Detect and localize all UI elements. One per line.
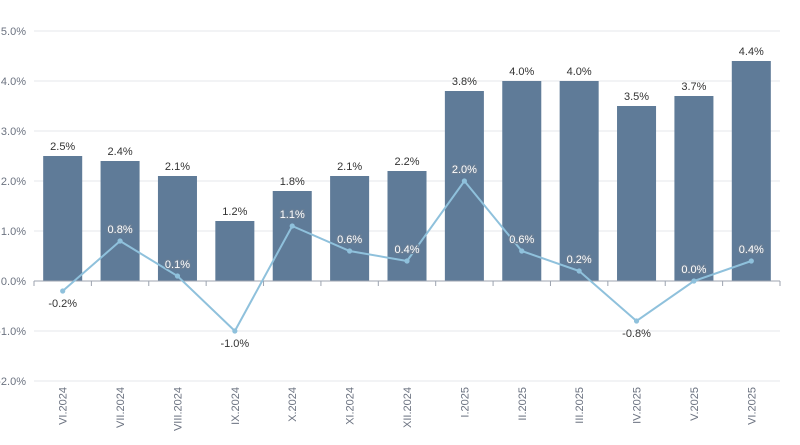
line-point	[576, 268, 582, 274]
y-tick-label: -2.0%	[0, 376, 26, 388]
y-tick-label: 4.0%	[1, 76, 26, 88]
x-tick-label: IX.2024	[230, 387, 242, 425]
x-tick-label: I.2025	[459, 387, 471, 418]
bar	[100, 161, 140, 281]
bar	[157, 176, 197, 281]
line-point	[232, 328, 238, 334]
line-point	[748, 258, 754, 264]
line-value-label: 0.4%	[394, 244, 419, 256]
line-point	[347, 248, 353, 254]
x-tick-label: VII.2024	[115, 387, 127, 428]
line-point	[289, 223, 295, 229]
bar-value-label: 4.0%	[509, 66, 534, 78]
y-tick-label: 0.0%	[1, 276, 26, 288]
bar	[559, 81, 599, 281]
x-tick-label: VI.2025	[746, 387, 758, 425]
x-tick-label: II.2025	[517, 387, 529, 421]
bar-value-label: 3.8%	[452, 76, 477, 88]
line-value-label: 0.0%	[681, 264, 706, 276]
line-point	[174, 273, 181, 279]
line-point	[691, 278, 697, 284]
bar	[444, 91, 484, 281]
bar	[731, 61, 771, 281]
line-value-label: -0.2%	[48, 298, 77, 310]
line-value-label: 0.6%	[509, 234, 534, 246]
x-tick-label: V.2025	[689, 387, 701, 421]
line-point	[404, 258, 410, 264]
bar-value-label: 2.1%	[165, 161, 190, 173]
bar	[502, 81, 542, 281]
bar	[674, 96, 714, 281]
bar-value-label: 2.2%	[394, 156, 419, 168]
y-axis: -2.0% -1.0% 0.0% 1.0% 2.0% 3.0% 4.0% 5.0%	[0, 26, 26, 388]
x-tick-label: III.2025	[574, 387, 586, 424]
y-tick-label: 2.0%	[1, 176, 26, 188]
line-value-label: -0.8%	[622, 328, 651, 340]
line-value-label: 0.2%	[567, 254, 592, 266]
bar	[617, 106, 657, 281]
line-value-label: 0.8%	[108, 224, 133, 236]
bar-value-label: 1.2%	[222, 206, 247, 218]
line-point	[461, 178, 467, 184]
line-value-label: 0.4%	[739, 244, 764, 256]
line-value-label: 0.6%	[337, 234, 362, 246]
bar	[215, 221, 255, 281]
y-tick-label: 5.0%	[1, 26, 26, 38]
x-tick-label: XII.2024	[402, 387, 414, 428]
bar-value-label: 4.0%	[567, 66, 592, 78]
bar-value-label: 2.4%	[108, 146, 133, 158]
x-axis: VI.2024 VII.2024 VIII.2024 IX.2024 X.2024 XI.…	[33, 280, 781, 431]
line-value-label: 2.0%	[452, 164, 477, 176]
bar	[387, 171, 427, 281]
bar-value-label: 3.5%	[624, 91, 649, 103]
data-labels: 2.5% 2.4% 2.1% 1.2% 1.8% 2.1% 2.2% 3.8% 4.0% 4.0%…	[48, 46, 765, 350]
x-tick-label: VI.2024	[58, 387, 70, 425]
line-value-label: 1.1%	[280, 209, 305, 221]
y-tick-label: -1.0%	[0, 326, 26, 338]
bar-value-label: 4.4%	[739, 46, 764, 58]
line-point	[60, 288, 66, 294]
line-value-label: -1.0%	[220, 338, 249, 350]
line-series	[60, 178, 754, 334]
x-tick-label: IV.2025	[632, 387, 644, 424]
bar-value-label: 1.8%	[280, 176, 305, 188]
bar-series	[43, 61, 771, 281]
line-point	[117, 238, 123, 244]
bar-value-label: 3.7%	[681, 81, 706, 93]
line-point	[633, 318, 640, 324]
line-point	[519, 248, 525, 254]
bar	[272, 191, 312, 281]
line-value-label: 0.1%	[165, 259, 190, 271]
bar-value-label: 2.5%	[50, 141, 75, 153]
y-tick-label: 1.0%	[1, 226, 26, 238]
bar-value-label: 2.1%	[337, 161, 362, 173]
bar	[330, 176, 370, 281]
x-tick-label: VIII.2024	[172, 387, 184, 431]
x-tick-label: XI.2024	[345, 387, 357, 425]
y-tick-label: 3.0%	[1, 126, 26, 138]
x-tick-label: X.2024	[287, 387, 299, 422]
bar	[43, 156, 83, 281]
